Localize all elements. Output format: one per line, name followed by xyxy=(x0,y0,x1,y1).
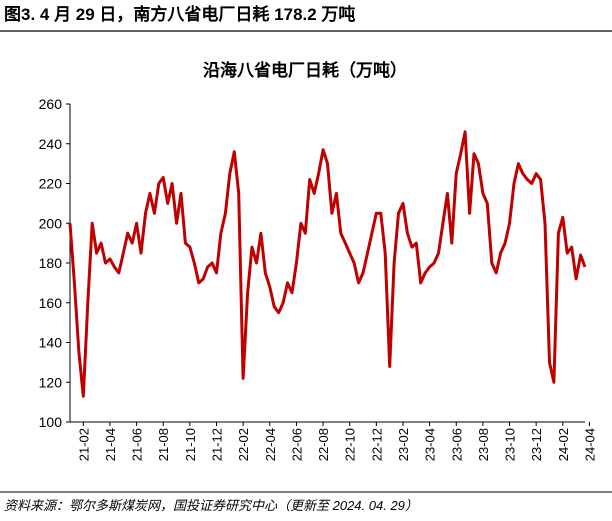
x-tick-label: 23-02 xyxy=(396,428,411,461)
y-tick-label: 200 xyxy=(39,215,63,231)
x-tick-label: 23-06 xyxy=(449,428,464,461)
x-tick-label: 21-06 xyxy=(130,428,145,461)
y-tick-label: 220 xyxy=(39,176,63,192)
x-tick-label: 23-12 xyxy=(529,428,544,461)
y-tick-label: 260 xyxy=(39,96,63,112)
y-tick-label: 180 xyxy=(39,255,63,271)
x-tick-label: 24-02 xyxy=(556,428,571,461)
y-tick-label: 160 xyxy=(39,295,63,311)
y-tick-label: 240 xyxy=(39,136,63,152)
x-tick-label: 22-06 xyxy=(289,428,304,461)
figure-title: 图3. 4 月 29 日，南方八省电厂日耗 178.2 万吨 xyxy=(4,4,355,24)
x-tick-label: 21-10 xyxy=(183,428,198,461)
x-tick-label: 22-02 xyxy=(236,428,251,461)
x-tick-label: 21-02 xyxy=(76,428,91,461)
x-tick-label: 23-04 xyxy=(423,428,438,461)
data-line xyxy=(68,130,587,398)
x-tick-label: 23-08 xyxy=(476,428,491,461)
x-tick-label: 22-04 xyxy=(263,428,278,461)
y-tick-label: 120 xyxy=(39,374,63,390)
x-tick-label: 23-10 xyxy=(503,428,518,461)
source: 资料来源：鄂尔多斯煤炭网，国投证券研究中心（更新至 2024. 04. 29） xyxy=(4,498,418,513)
x-tick-label: 22-08 xyxy=(316,428,331,461)
x-tick-label: 22-10 xyxy=(343,428,358,461)
x-tick-label: 22-12 xyxy=(369,428,384,461)
chart-title: 沿海八省电厂日耗（万吨） xyxy=(203,60,407,80)
y-tick-label: 140 xyxy=(39,335,63,351)
x-tick-label: 21-08 xyxy=(156,428,171,461)
x-tick-label: 21-04 xyxy=(103,428,118,461)
x-tick-label: 21-12 xyxy=(210,428,225,461)
x-tick-label: 24-04 xyxy=(582,428,597,461)
y-tick-label: 100 xyxy=(39,414,63,430)
